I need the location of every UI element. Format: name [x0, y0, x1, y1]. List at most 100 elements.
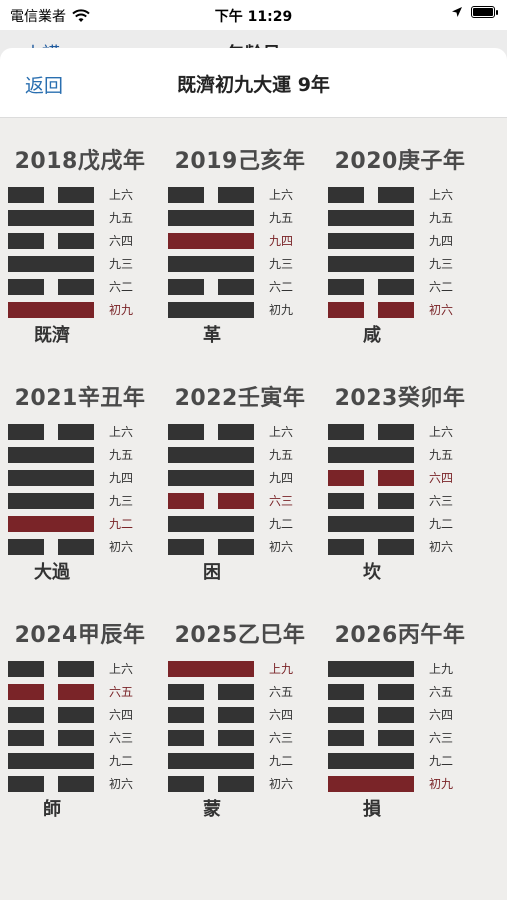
line-label: 初六 — [269, 777, 294, 791]
hexagram-line: 上六 — [0, 187, 160, 210]
line-label: 六四 — [429, 471, 454, 485]
line-label: 上六 — [109, 425, 134, 439]
line-label: 六二 — [269, 280, 294, 294]
yin-line-bar-right — [378, 424, 414, 440]
hexagram-name: 蒙 — [203, 799, 221, 820]
line-label: 上六 — [269, 188, 294, 202]
hexagram-line: 九五 — [320, 210, 480, 233]
line-label: 九二 — [269, 517, 294, 531]
year-cell[interactable]: 2026丙午年上九 六五 六四 六三 九二 初九損 — [320, 617, 480, 820]
hexagram-line: 初六 — [160, 539, 320, 562]
yin-line-bar-right — [218, 493, 254, 509]
hexagram-line: 九二 — [0, 753, 160, 776]
yin-line-bar-right — [58, 279, 94, 295]
hexagram-line: 初六 — [0, 539, 160, 562]
line-label: 六四 — [269, 708, 294, 722]
yang-line-bar — [168, 447, 254, 463]
hexagram-line: 初九 — [160, 302, 320, 325]
hexagram-line: 六三 — [160, 493, 320, 516]
year-cell[interactable]: 2023癸卯年 上六 九五 六四 六三 九二 初六坎 — [320, 380, 480, 583]
line-label: 初九 — [109, 303, 134, 317]
status-left: 電信業者 — [10, 6, 90, 26]
yang-line-bar — [168, 661, 254, 677]
yin-line-bar-right — [378, 684, 414, 700]
line-label: 六二 — [109, 280, 134, 294]
yang-line-bar — [168, 516, 254, 532]
back-button[interactable]: 返回 — [25, 75, 64, 97]
carrier-label: 電信業者 — [10, 9, 66, 25]
hexagram-name: 坎 — [363, 562, 381, 583]
yang-line-bar — [328, 210, 414, 226]
year-cell[interactable]: 2025乙巳年 上九 六五 六四 六三 九二 初六蒙 — [160, 617, 320, 820]
yang-line-bar — [168, 302, 254, 318]
hexagram-line: 九五 — [160, 210, 320, 233]
line-label: 九二 — [109, 754, 134, 768]
yin-line-bar-left — [328, 302, 364, 318]
hexagram-name: 損 — [363, 799, 381, 820]
yin-line-bar-right — [58, 707, 94, 723]
yang-line-bar — [168, 753, 254, 769]
yin-line-bar-right — [218, 424, 254, 440]
yin-line-bar-left — [8, 661, 44, 677]
hexagram-line: 九三 — [160, 256, 320, 279]
year-title: 2026丙午年 — [334, 623, 466, 648]
yin-line-bar-left — [168, 730, 204, 746]
hexagram: 上六 九五 九四 六三 九二 初六 — [160, 424, 320, 562]
line-label: 初六 — [109, 777, 134, 791]
hexagram-line: 六五 — [320, 684, 480, 707]
hexagram: 上六 九五 六四 六三 九二 初六 — [320, 424, 480, 562]
hexagram-name: 咸 — [363, 325, 381, 346]
year-cell[interactable]: 2024甲辰年 上六 六五 六四 六三 九二 初六師 — [0, 617, 160, 820]
hexagram-line: 六四 — [160, 707, 320, 730]
year-cell[interactable]: 2018戊戌年 上六 九五 六四 九三 六二 初九 既濟 — [0, 143, 160, 346]
hexagram-line: 上六 — [0, 424, 160, 447]
hexagram: 上九 六五 六四 六三 九二 初九 — [320, 661, 480, 799]
hexagram-line: 六三 — [320, 730, 480, 753]
yang-line-bar — [8, 302, 94, 318]
yin-line-bar-left — [8, 776, 44, 792]
hexagram-line: 六五 — [0, 684, 160, 707]
yang-line-bar — [328, 776, 414, 792]
yang-line-bar — [8, 753, 94, 769]
hexagram-line: 六四 — [320, 707, 480, 730]
line-label: 九五 — [269, 211, 294, 225]
yin-line-bar-left — [328, 470, 364, 486]
page-title: 既濟初九大運 9年 — [177, 74, 330, 96]
year-cell[interactable]: 2020庚子年 上六 九五 九四 九三 六二 初六咸 — [320, 143, 480, 346]
status-bar: 電信業者 下午 11:29 — [0, 0, 507, 30]
line-label: 九五 — [109, 211, 134, 225]
hexagram-line: 上六 — [320, 187, 480, 210]
hexagram-line: 九二 — [320, 753, 480, 776]
yin-line-bar-right — [58, 539, 94, 555]
yang-line-bar — [328, 753, 414, 769]
year-title: 2019己亥年 — [174, 149, 306, 174]
yin-line-bar-left — [328, 493, 364, 509]
year-cell[interactable]: 2019己亥年 上六 九五 九四 九三 六二 初九革 — [160, 143, 320, 346]
yang-line-bar — [328, 661, 414, 677]
yin-line-bar-right — [58, 233, 94, 249]
yin-line-bar-left — [168, 776, 204, 792]
yin-line-bar-right — [378, 187, 414, 203]
yin-line-bar-right — [378, 730, 414, 746]
hexagram-name: 困 — [203, 562, 221, 583]
yin-line-bar-right — [378, 279, 414, 295]
year-cell[interactable]: 2022壬寅年 上六 九五 九四 六三 九二 初六困 — [160, 380, 320, 583]
line-label: 上六 — [269, 425, 294, 439]
year-cell[interactable]: 2021辛丑年 上六 九五 九四 九三 九二 初六 大過 — [0, 380, 160, 583]
yin-line-bar-left — [328, 279, 364, 295]
status-time: 下午 11:29 — [214, 9, 293, 25]
line-label: 九三 — [109, 257, 134, 271]
yang-line-bar — [328, 447, 414, 463]
yang-line-bar — [8, 470, 94, 486]
hexagram: 上六 九五 六四 九三 六二 初九 — [0, 187, 160, 325]
line-label: 六三 — [109, 731, 134, 745]
hexagram-line: 六四 — [320, 470, 480, 493]
line-label: 上六 — [109, 188, 134, 202]
hexagram-line: 六四 — [0, 707, 160, 730]
yin-line-bar-right — [58, 424, 94, 440]
line-label: 九三 — [429, 257, 454, 271]
line-label: 九三 — [269, 257, 294, 271]
hexagram-line: 九四 — [0, 470, 160, 493]
yin-line-bar-left — [328, 539, 364, 555]
hexagram-line: 九四 — [320, 233, 480, 256]
